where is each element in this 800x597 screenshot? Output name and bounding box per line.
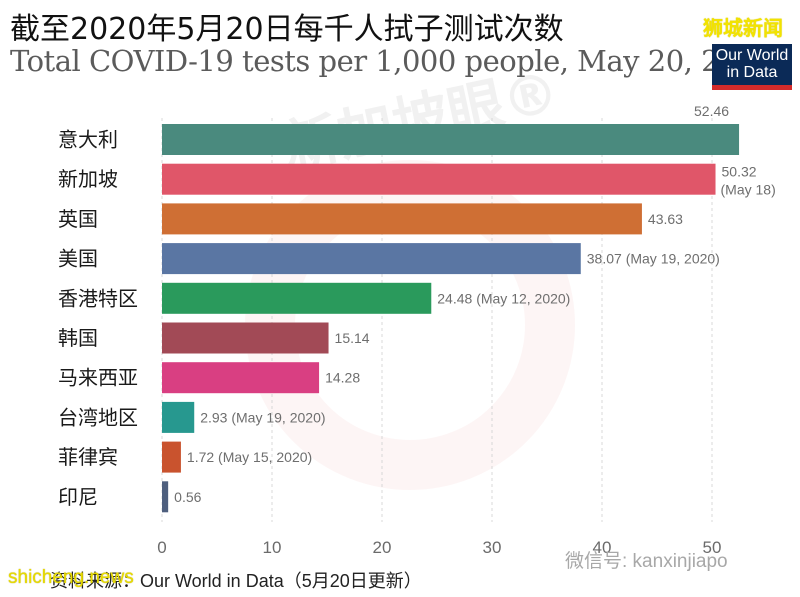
value-label: 24.48 (May 12, 2020) bbox=[437, 290, 570, 306]
owid-logo-line1: Our World bbox=[715, 47, 789, 64]
category-label: 韩国 bbox=[58, 326, 98, 350]
bar bbox=[162, 481, 169, 513]
chart-title-english: Total COVID-19 tests per 1,000 people, M… bbox=[10, 44, 773, 78]
bar bbox=[162, 243, 581, 275]
value-label: 2.93 (May 19, 2020) bbox=[200, 409, 325, 425]
category-label: 新加坡 bbox=[58, 167, 118, 191]
owid-logo: Our World in Data bbox=[712, 44, 792, 90]
category-label: 意大利 bbox=[58, 128, 118, 152]
value-label: 14.28 bbox=[325, 370, 360, 386]
x-tick-label: 10 bbox=[263, 538, 282, 557]
bar bbox=[162, 124, 740, 155]
bar bbox=[162, 441, 181, 473]
x-tick-label: 20 bbox=[373, 538, 392, 557]
value-label: 15.14 bbox=[335, 330, 370, 346]
bar bbox=[162, 203, 642, 235]
value-label: 50.32 bbox=[722, 164, 757, 180]
value-label: 38.07 (May 19, 2020) bbox=[587, 251, 720, 267]
x-tick-label: 40 bbox=[593, 538, 612, 557]
bar bbox=[162, 163, 716, 195]
value-label: 0.56 bbox=[174, 489, 201, 505]
category-label: 台湾地区 bbox=[58, 405, 138, 429]
source-note: 资料来源：Our World in Data（5月20日更新） bbox=[50, 571, 422, 591]
footer-watermark: shicheng.news bbox=[8, 567, 134, 588]
owid-logo-line2: in Data bbox=[726, 64, 778, 81]
value-label: 52.46 bbox=[694, 103, 729, 119]
value-label: 43.63 bbox=[648, 211, 683, 227]
value-labels: 52.46 50.32 (May 18) 43.63 38.07 (May 19, 20… bbox=[174, 103, 776, 505]
bar bbox=[162, 322, 329, 354]
x-tick-label: 0 bbox=[157, 538, 166, 557]
bar bbox=[162, 282, 432, 314]
category-label: 马来西亚 bbox=[58, 366, 138, 390]
bar bbox=[162, 362, 320, 394]
bars bbox=[162, 124, 740, 513]
category-label: 菲律宾 bbox=[58, 445, 118, 469]
chart-title-chinese: 截至2020年5月20日每千人拭子测试次数 bbox=[10, 12, 564, 47]
wechat-watermark: 微信号: kanxinjiapo bbox=[565, 551, 728, 572]
category-label: 香港特区 bbox=[58, 286, 138, 310]
brand-watermark: 狮城新闻 bbox=[703, 16, 783, 40]
value-label: 1.72 (May 15, 2020) bbox=[187, 449, 312, 465]
x-tick-label: 50 bbox=[703, 538, 722, 557]
category-label: 英国 bbox=[58, 207, 98, 231]
x-axis-ticks: 0 10 20 30 40 50 bbox=[157, 538, 721, 557]
category-label: 美国 bbox=[58, 247, 98, 271]
x-tick-label: 30 bbox=[483, 538, 502, 557]
category-label: 印尼 bbox=[58, 485, 98, 509]
value-label: (May 18) bbox=[721, 182, 776, 198]
bar bbox=[162, 401, 195, 433]
